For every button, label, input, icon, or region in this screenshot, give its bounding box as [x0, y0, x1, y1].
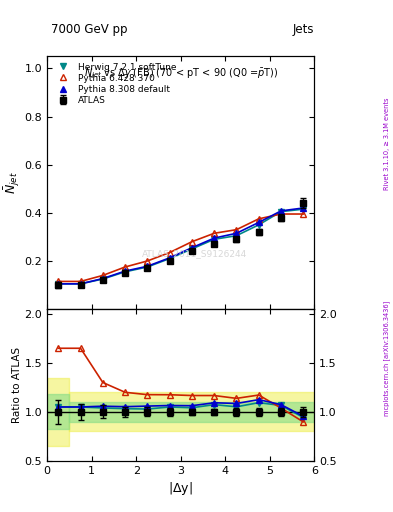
Pythia 6.428 370: [212, 230, 217, 237]
Pythia 8.308 default: [145, 263, 150, 269]
Line: Pythia 6.428 370: Pythia 6.428 370: [55, 210, 307, 285]
Herwig 7.2.1 softTune: [56, 281, 61, 287]
Pythia 6.428 370: [189, 239, 194, 245]
Legend: Herwig 7.2.1 softTune, Pythia 6.428 370, Pythia 8.308 default, ATLAS: Herwig 7.2.1 softTune, Pythia 6.428 370,…: [51, 61, 178, 107]
Pythia 8.308 default: [279, 208, 283, 214]
Pythia 8.308 default: [101, 275, 105, 282]
Pythia 8.308 default: [256, 219, 261, 225]
Text: $N_{jet}$ vs $\Delta y$ (FB) (70 < pT < 90 (Q0 =$\bar{p}$T)): $N_{jet}$ vs $\Delta y$ (FB) (70 < pT < …: [84, 67, 278, 81]
Herwig 7.2.1 softTune: [123, 269, 127, 275]
Pythia 6.428 370: [234, 227, 239, 233]
Herwig 7.2.1 softTune: [78, 281, 83, 287]
Pythia 8.308 default: [234, 230, 239, 237]
Pythia 6.428 370: [101, 272, 105, 279]
Herwig 7.2.1 softTune: [101, 276, 105, 282]
Pythia 8.308 default: [78, 281, 83, 287]
Herwig 7.2.1 softTune: [234, 232, 239, 239]
Pythia 8.308 default: [56, 281, 61, 287]
Text: Rivet 3.1.10, ≥ 3.1M events: Rivet 3.1.10, ≥ 3.1M events: [384, 97, 390, 189]
Herwig 7.2.1 softTune: [167, 255, 172, 262]
Y-axis label: Ratio to ATLAS: Ratio to ATLAS: [12, 347, 22, 423]
Text: mcplots.cern.ch [arXiv:1306.3436]: mcplots.cern.ch [arXiv:1306.3436]: [384, 301, 391, 416]
Pythia 6.428 370: [301, 211, 306, 217]
Pythia 8.308 default: [189, 245, 194, 251]
Herwig 7.2.1 softTune: [256, 222, 261, 228]
Text: 7000 GeV pp: 7000 GeV pp: [51, 23, 128, 36]
Pythia 6.428 370: [256, 216, 261, 222]
Text: ATLAS_2011_S9126244: ATLAS_2011_S9126244: [141, 249, 247, 258]
X-axis label: |$\Delta$y|: |$\Delta$y|: [168, 480, 193, 497]
Herwig 7.2.1 softTune: [145, 264, 150, 270]
Line: Pythia 8.308 default: Pythia 8.308 default: [55, 204, 307, 287]
Pythia 6.428 370: [78, 279, 83, 285]
Y-axis label: $\bar{N}_{jet}$: $\bar{N}_{jet}$: [2, 171, 22, 194]
Pythia 6.428 370: [56, 279, 61, 285]
Line: Herwig 7.2.1 softTune: Herwig 7.2.1 softTune: [55, 206, 307, 287]
Pythia 6.428 370: [279, 211, 283, 217]
Pythia 8.308 default: [301, 205, 306, 211]
Pythia 8.308 default: [167, 255, 172, 261]
Pythia 8.308 default: [123, 268, 127, 274]
Pythia 6.428 370: [167, 249, 172, 255]
Herwig 7.2.1 softTune: [279, 208, 283, 215]
Pythia 8.308 default: [212, 235, 217, 241]
Text: Jets: Jets: [293, 23, 314, 36]
Herwig 7.2.1 softTune: [212, 236, 217, 242]
Pythia 6.428 370: [145, 258, 150, 264]
Pythia 6.428 370: [123, 264, 127, 270]
Herwig 7.2.1 softTune: [301, 206, 306, 212]
Herwig 7.2.1 softTune: [189, 246, 194, 252]
